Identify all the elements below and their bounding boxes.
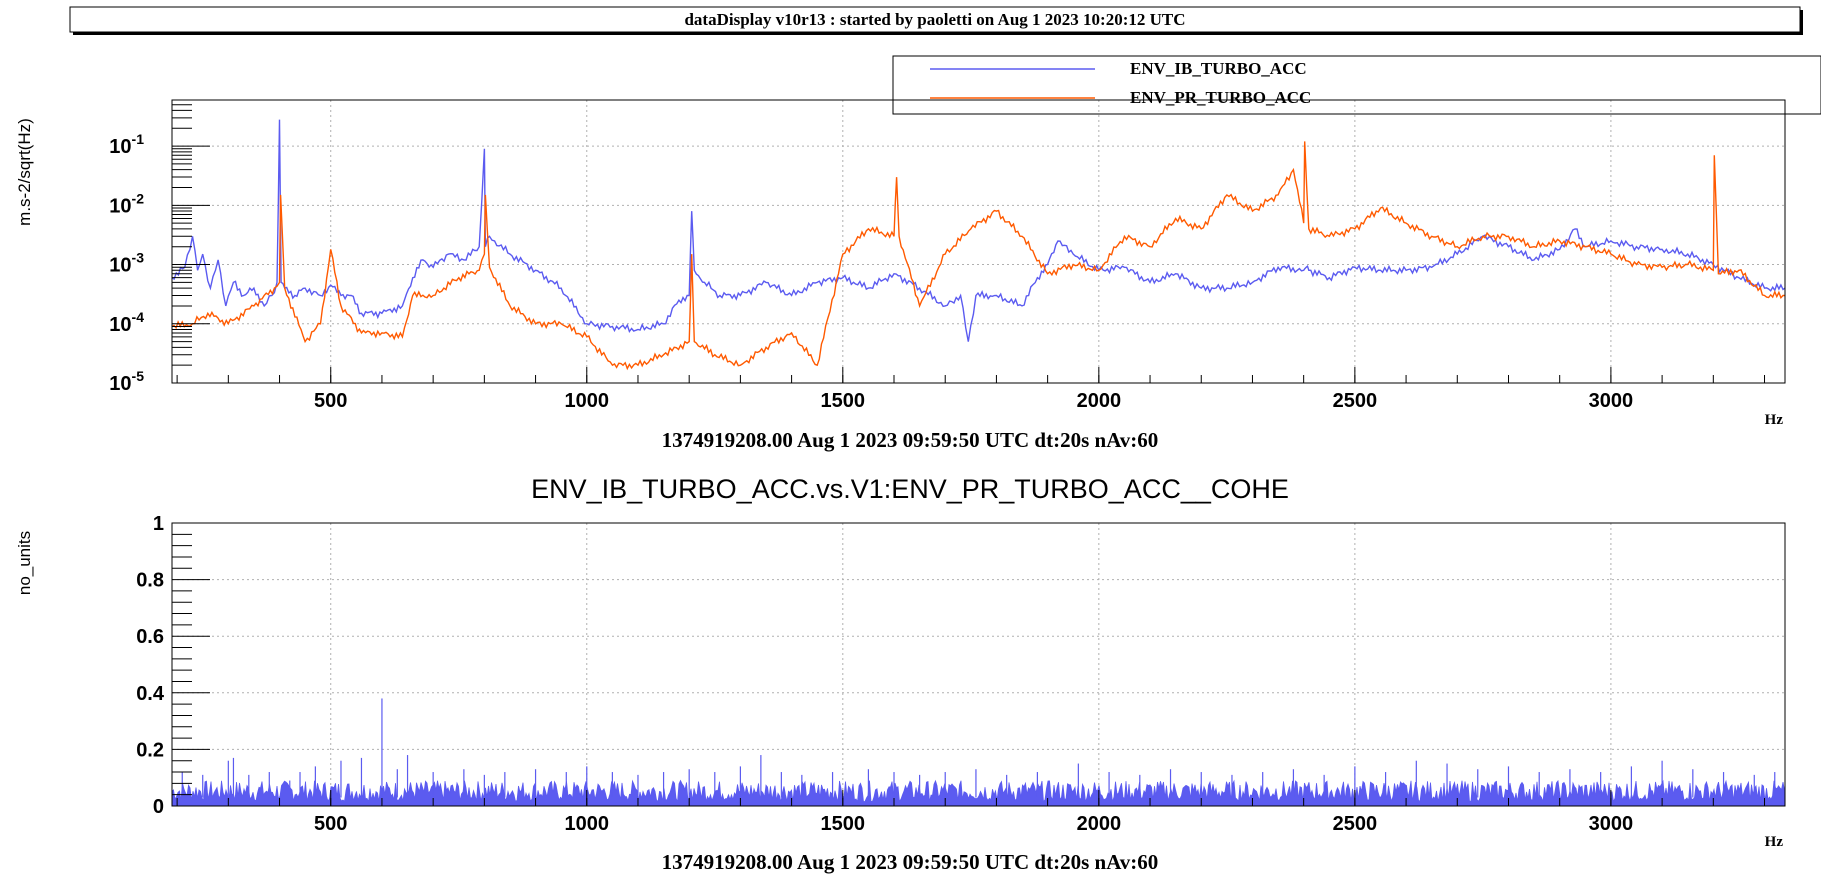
top-x-tick-label: 1000 [565,390,610,412]
top-x-tick-label: 2500 [1333,390,1378,412]
top-footer: 1374919208.00 Aug 1 2023 09:59:50 UTC dt… [662,428,1159,452]
top-grid [172,100,1785,383]
bottom-x-tick-label: 1500 [821,813,866,835]
legend-box [892,55,1821,115]
top-y-tick-label: 10-3 [109,250,144,277]
top-y-tick-exponent: -5 [132,368,145,384]
bottom-x-tick-label: 500 [314,813,347,835]
top-y-tick-exponent: -3 [132,250,145,266]
top-y-tick-label: 10-1 [109,131,144,158]
bottom-y-tick-label: 0.8 [136,570,164,592]
bottom-x-axis-label: Hz [1765,834,1784,850]
bottom-plot: ENV_IB_TURBO_ACC.vs.V1:ENV_PR_TURBO_ACC_… [15,474,1786,874]
header-box [69,6,1801,33]
top-y-tick-label: 10-5 [109,368,144,395]
top-plot-frame [171,99,1786,384]
legend: ENV_IB_TURBO_ACC ENV_PR_TURBO_ACC [892,55,1821,115]
top-y-axis-label: m.s-2/sqrt(Hz) [15,118,34,226]
top-y-tick-label: 10-4 [109,309,144,336]
bottom-series-group [171,698,1786,807]
top-x-axis-label: Hz [1765,412,1784,428]
bottom-x-tick-label: 2500 [1333,813,1378,835]
top-y-tick-exponent: -2 [132,190,145,206]
top-y-tick-exponent: -4 [132,309,145,325]
top-x-tick-label: 500 [314,390,347,412]
bottom-y-tick-label: 0 [153,796,164,818]
top-series-line-pr [171,141,1785,371]
top-x-ticks: 500 1000 1500 2000 2500 3000 [176,367,1766,412]
header-title: dataDisplay v10r13 : started by paoletti… [684,10,1185,29]
bottom-plot-frame [171,522,1786,807]
bottom-x-tick-label: 3000 [1589,813,1634,835]
bottom-y-tick-label: 0.6 [136,626,164,648]
bottom-y-ticks: 0 0.2 0.4 0.6 0.8 1 [136,513,210,818]
bottom-y-tick-label: 0.4 [136,683,165,705]
top-x-tick-label: 3000 [1589,390,1634,412]
top-x-tick-label: 1500 [821,390,866,412]
top-series-line-ib [171,119,1786,342]
bottom-y-tick-label: 1 [153,513,164,535]
bottom-x-tick-label: 1000 [565,813,610,835]
bottom-x-ticks: 500 1000 1500 2000 2500 3000 [176,790,1766,835]
top-y-ticks: 10-5 10-4 10-3 10-2 10-1 [109,104,210,395]
bottom-x-tick-label: 2000 [1077,813,1122,835]
bottom-y-tick-label: 0.2 [136,739,164,761]
legend-label-pr: ENV_PR_TURBO_ACC [1130,88,1311,107]
bottom-y-axis-label: no_units [15,531,34,595]
top-series-group [171,119,1786,371]
bottom-grid [172,523,1785,806]
bottom-title: ENV_IB_TURBO_ACC.vs.V1:ENV_PR_TURBO_ACC_… [531,474,1289,504]
legend-label-ib: ENV_IB_TURBO_ACC [1130,59,1307,78]
top-y-tick-exponent: -1 [132,131,145,147]
top-plot: 10-5 10-4 10-3 10-2 10-1 500 1000 1500 2000 2500… [15,99,1786,452]
bottom-coherence-noise [171,779,1786,807]
top-y-tick-label: 10-2 [109,190,144,217]
top-x-tick-label: 2000 [1077,390,1122,412]
bottom-footer: 1374919208.00 Aug 1 2023 09:59:50 UTC dt… [662,850,1159,874]
header-banner: dataDisplay v10r13 : started by paoletti… [69,6,1803,35]
